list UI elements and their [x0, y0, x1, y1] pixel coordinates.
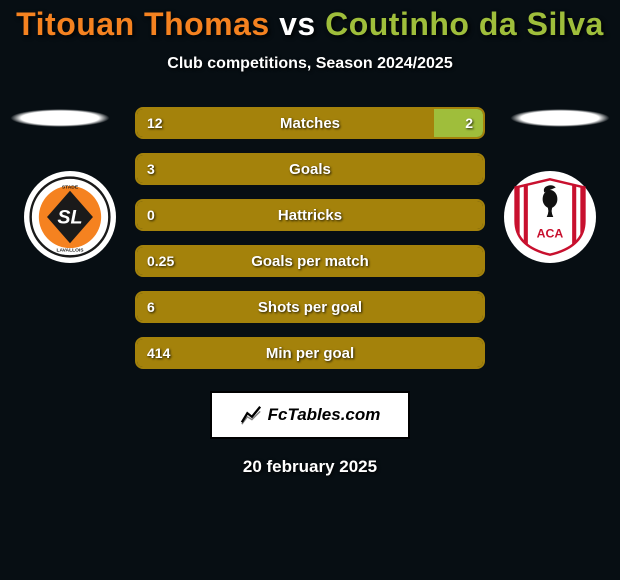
- stat-bar-matches: Matches122: [135, 107, 485, 139]
- bar-seg-left: [137, 155, 483, 183]
- svg-text:STADE: STADE: [62, 184, 79, 190]
- bars-container: Matches122 Goals3 Hattricks0 Goals per matc…: [135, 107, 485, 369]
- club-badge-left: SL STADE LAVALLOIS: [24, 171, 116, 263]
- bar-seg-left: [137, 293, 483, 321]
- ellipse-left: [10, 109, 110, 127]
- stat-bar-hattricks: Hattricks0: [135, 199, 485, 231]
- page-title: Titouan Thomas vs Coutinho da Silva: [0, 0, 620, 43]
- stat-bar-goals: Goals3: [135, 153, 485, 185]
- vs-separator: vs: [279, 6, 316, 42]
- date-text: 20 february 2025: [0, 457, 620, 477]
- bar-seg-left: [137, 339, 483, 367]
- svg-text:SL: SL: [57, 207, 82, 229]
- bar-seg-right: [434, 109, 483, 137]
- club-badge-right: ACA: [504, 171, 596, 263]
- stat-bar-min-per-goal: Min per goal414: [135, 337, 485, 369]
- chart-icon: [240, 404, 262, 426]
- stat-bar-shots-per-goal: Shots per goal6: [135, 291, 485, 323]
- brand-text: FcTables.com: [268, 405, 381, 425]
- brand-box: FcTables.com: [210, 391, 410, 439]
- stat-bar-goals-per-match: Goals per match0.25: [135, 245, 485, 277]
- chart-area: SL STADE LAVALLOIS ACA Matches122 Goals3 H…: [0, 107, 620, 369]
- ellipse-right: [510, 109, 610, 127]
- subtitle: Club competitions, Season 2024/2025: [0, 55, 620, 73]
- svg-text:ACA: ACA: [537, 227, 564, 241]
- bar-seg-left: [137, 201, 483, 229]
- svg-text:LAVALLOIS: LAVALLOIS: [56, 247, 84, 253]
- bar-seg-left: [137, 247, 483, 275]
- bar-seg-left: [137, 109, 434, 137]
- player2-name: Coutinho da Silva: [325, 6, 604, 42]
- player1-name: Titouan Thomas: [16, 6, 270, 42]
